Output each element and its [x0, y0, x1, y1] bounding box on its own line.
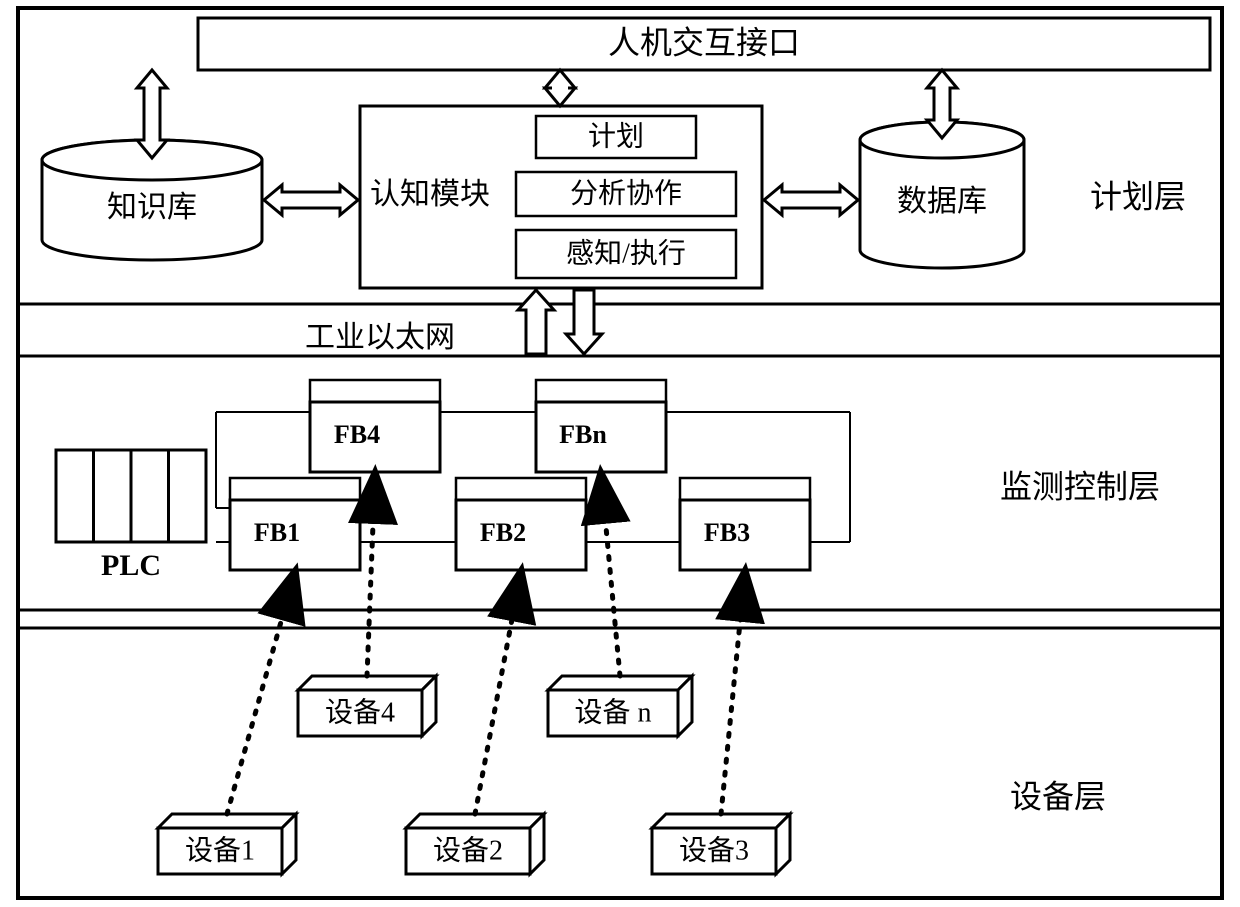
arrow-eth-down: [566, 290, 602, 354]
plc-label: PLC: [101, 549, 161, 582]
fb-FB1-label: FB1: [254, 518, 300, 547]
device-d2-label: 设备2: [433, 834, 503, 866]
device-dn-label: 设备 n: [574, 696, 651, 728]
link-d2-FB2: [475, 572, 521, 814]
fb-FB4-header: [310, 380, 440, 402]
link-d3-FB3: [721, 572, 745, 814]
knowledge-base-label: 知识库: [107, 191, 197, 224]
fb-FB2-header: [456, 478, 586, 500]
cognition-analyze-label: 分析协作: [570, 177, 682, 209]
arrow-eth-up: [518, 290, 554, 354]
database-label: 数据库: [897, 185, 987, 218]
device-layer-label: 设备层: [1010, 778, 1106, 814]
fb-FB3-label: FB3: [704, 518, 750, 547]
fb-FB1-header: [230, 478, 360, 500]
link-d4-FB4: [367, 474, 375, 676]
fb-FB2-label: FB2: [480, 518, 526, 547]
cognition-sense-label: 感知/执行: [566, 237, 686, 269]
monitor-layer-label: 监测控制层: [1000, 468, 1160, 504]
device-d1-label: 设备1: [185, 834, 255, 866]
arrow-cog-db: [764, 185, 858, 215]
planning-layer-label: 计划层: [1090, 178, 1186, 214]
fb-FBn-header: [536, 380, 666, 402]
link-dn-FBn: [601, 474, 620, 676]
architecture-diagram: 人机交互接口知识库 数据库 认知模块 计划分析协作感知/执行 计划层监测控制层设备层 工业…: [0, 0, 1240, 907]
arrow-kb-hmi: [137, 70, 167, 158]
arrow-cog-hmi: [545, 70, 575, 106]
device-d3-label: 设备3: [679, 834, 749, 866]
ethernet-label: 工业以太网: [305, 321, 455, 354]
arrow-kb-cog: [264, 185, 358, 215]
cognition-plan-label: 计划: [588, 120, 644, 152]
fb-FB3-header: [680, 478, 810, 500]
cognition-label: 认知模块: [370, 178, 490, 211]
link-d1-FB1: [227, 572, 295, 814]
fb-FBn-label: FBn: [559, 420, 607, 449]
fb-FB4-label: FB4: [334, 420, 380, 449]
hmi-label: 人机交互接口: [608, 24, 800, 60]
device-d4-label: 设备4: [325, 696, 395, 728]
